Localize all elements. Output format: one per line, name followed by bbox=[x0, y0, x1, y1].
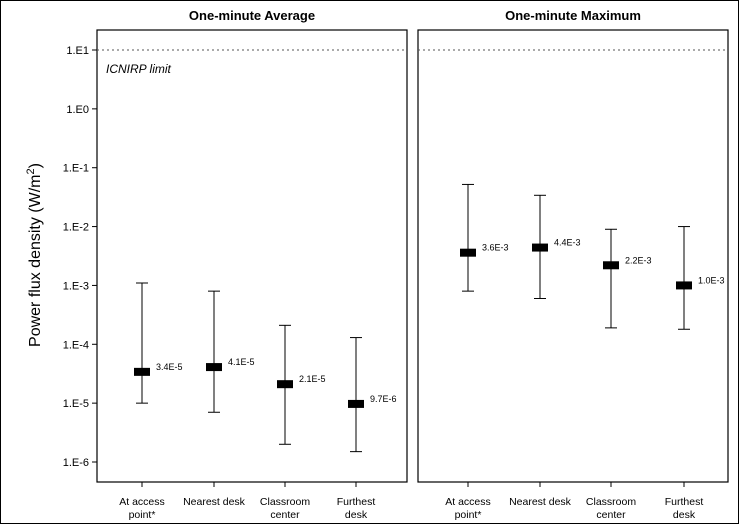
data-label-1-3: 1.0E-3 bbox=[698, 275, 725, 285]
y-tick-label-2: 1.E-1 bbox=[63, 163, 89, 175]
x-tick-label-1-1: Nearest desk bbox=[509, 496, 572, 508]
point-marker-1-3 bbox=[676, 281, 692, 290]
x-tick-label2-1-3: desk bbox=[673, 509, 696, 521]
panel-frame-1 bbox=[417, 29, 729, 483]
x-tick-label2-0-3: desk bbox=[345, 509, 368, 521]
y-axis-label: Power flux density (W/m2) bbox=[25, 163, 44, 347]
x-tick-label2-1-0: point* bbox=[455, 509, 482, 521]
data-label-0-0: 3.4E-5 bbox=[156, 362, 183, 372]
data-label-0-3: 9.7E-6 bbox=[370, 394, 397, 404]
panel-title-maximum: One-minute Maximum bbox=[505, 8, 641, 23]
y-tick-label-3: 1.E-2 bbox=[63, 222, 89, 234]
x-tick-label-0-3: Furthest bbox=[337, 496, 376, 508]
data-label-0-1: 4.1E-5 bbox=[228, 357, 255, 367]
y-tick-label-6: 1.E-5 bbox=[63, 398, 89, 410]
data-label-0-2: 2.1E-5 bbox=[299, 374, 326, 384]
reference-line-label: ICNIRP limit bbox=[106, 62, 172, 76]
y-tick-label-4: 1.E-3 bbox=[63, 280, 89, 292]
x-tick-label-1-2: Classroom bbox=[586, 496, 636, 508]
y-tick-label-5: 1.E-4 bbox=[63, 339, 89, 351]
point-marker-1-1 bbox=[532, 243, 548, 252]
x-tick-label2-0-0: point* bbox=[129, 509, 156, 521]
x-tick-label2-1-2: center bbox=[596, 509, 626, 521]
x-tick-label-0-1: Nearest desk bbox=[183, 496, 246, 508]
point-marker-0-3 bbox=[348, 399, 364, 408]
data-label-1-0: 3.6E-3 bbox=[482, 243, 509, 253]
y-tick-label-1: 1.E0 bbox=[66, 104, 89, 116]
data-label-1-1: 4.4E-3 bbox=[554, 238, 581, 248]
point-marker-0-2 bbox=[277, 380, 293, 389]
x-tick-label-0-0: At access bbox=[119, 496, 165, 508]
point-marker-0-1 bbox=[206, 363, 222, 372]
point-marker-1-0 bbox=[460, 248, 476, 257]
x-tick-label-1-3: Furthest bbox=[665, 496, 704, 508]
x-tick-label-0-2: Classroom bbox=[260, 496, 310, 508]
y-tick-label-7: 1.E-6 bbox=[63, 457, 89, 469]
data-label-1-2: 2.2E-3 bbox=[625, 255, 652, 265]
point-marker-1-2 bbox=[603, 261, 619, 270]
point-marker-0-0 bbox=[134, 367, 150, 376]
x-tick-label-1-0: At access bbox=[445, 496, 491, 508]
panel-title-average: One-minute Average bbox=[189, 8, 315, 23]
y-tick-label-0: 1.E1 bbox=[66, 45, 89, 57]
x-tick-label2-0-2: center bbox=[270, 509, 300, 521]
panel-frame-0 bbox=[96, 29, 408, 483]
